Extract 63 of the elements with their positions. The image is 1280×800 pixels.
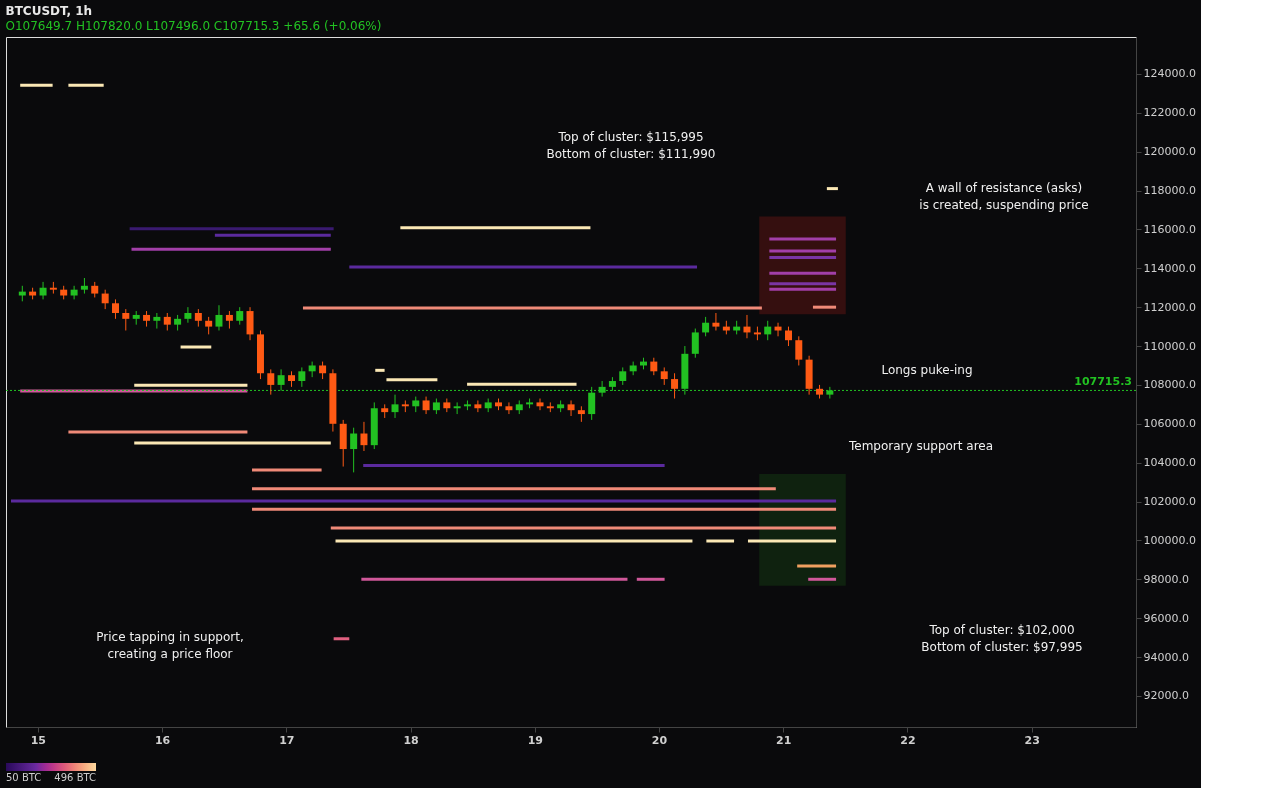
annotation: Temporary support area [847, 439, 994, 453]
annotation: Top of cluster: $115,995 Bottom of cluster: $111,990 [546, 130, 716, 161]
y-tick-label: 110000.0 [1143, 339, 1196, 353]
candlestick [267, 368, 275, 396]
candlestick [453, 401, 461, 415]
candlestick [70, 285, 78, 300]
y-tick-label: 106000.0 [1143, 417, 1196, 431]
x-tick-label: 16 [154, 733, 171, 747]
color-bar-label: 50 BTC [6, 772, 42, 783]
candlestick [795, 335, 803, 366]
candlestick [350, 427, 358, 473]
annotation: Top of cluster: $102,000 Bottom of cluster: $97,995 [921, 623, 1083, 654]
candlestick [360, 421, 368, 452]
x-tick-label: 15 [30, 733, 46, 747]
y-tick-label: 96000.0 [1143, 611, 1189, 625]
candlestick [122, 308, 130, 331]
y-tick-label: 122000.0 [1143, 106, 1196, 120]
y-tick-label: 124000.0 [1143, 67, 1196, 81]
y-tick-label: 94000.0 [1143, 650, 1189, 664]
candlestick [505, 401, 513, 415]
x-tick-label: 17 [279, 733, 295, 747]
color-bar-label: 496 BTC [54, 772, 97, 783]
x-tick-label: 23 [1024, 733, 1040, 747]
candlestick [784, 326, 792, 347]
y-tick-label: 116000.0 [1143, 222, 1196, 236]
y-tick-label: 120000.0 [1143, 145, 1196, 159]
y-tick-label: 118000.0 [1143, 184, 1196, 198]
candlestick [536, 398, 544, 411]
candlestick [215, 304, 223, 331]
candlestick [691, 328, 699, 359]
candlestick [298, 366, 306, 388]
y-tick-label: 108000.0 [1143, 378, 1196, 392]
chart-subtitle: O107649.7 H107820.0 L107496.0 C107715.3 +65.6 (+0.06%) [5, 19, 382, 33]
annotation: Price tapping in support, creating a price floor [96, 630, 244, 661]
x-tick-label: 20 [651, 733, 668, 747]
candlestick [712, 312, 720, 331]
x-tick-label: 22 [900, 733, 916, 747]
y-tick-label: 114000.0 [1143, 261, 1196, 275]
candlestick [246, 306, 254, 341]
candlestick [567, 399, 575, 417]
y-tick-label: 104000.0 [1143, 456, 1196, 470]
candlestick [391, 394, 399, 419]
annotation: A wall of resistance (asks) is created, suspending price [919, 181, 1089, 212]
x-tick-label: 19 [527, 733, 543, 747]
y-tick-label: 102000.0 [1143, 495, 1196, 509]
x-tick-label: 21 [776, 733, 792, 747]
candlestick [39, 281, 47, 300]
ref-line-label: 107715.3 [1074, 375, 1132, 389]
y-tick-label: 92000.0 [1143, 689, 1189, 703]
candlestick [702, 316, 710, 337]
y-tick-label: 98000.0 [1143, 572, 1189, 586]
candlestick [111, 298, 119, 320]
y-tick-label: 112000.0 [1143, 300, 1196, 314]
candlestick [474, 399, 482, 413]
y-tick-label: 100000.0 [1143, 533, 1196, 547]
x-tick-label: 18 [403, 733, 419, 747]
candlestick [101, 289, 109, 310]
annotation: Longs puke-ing [881, 363, 973, 377]
chart-title: BTCUSDT, 1h [5, 4, 93, 18]
candlestick [671, 372, 679, 400]
candlestick [184, 306, 192, 324]
candlestick [153, 312, 161, 330]
candlestick [764, 320, 772, 341]
